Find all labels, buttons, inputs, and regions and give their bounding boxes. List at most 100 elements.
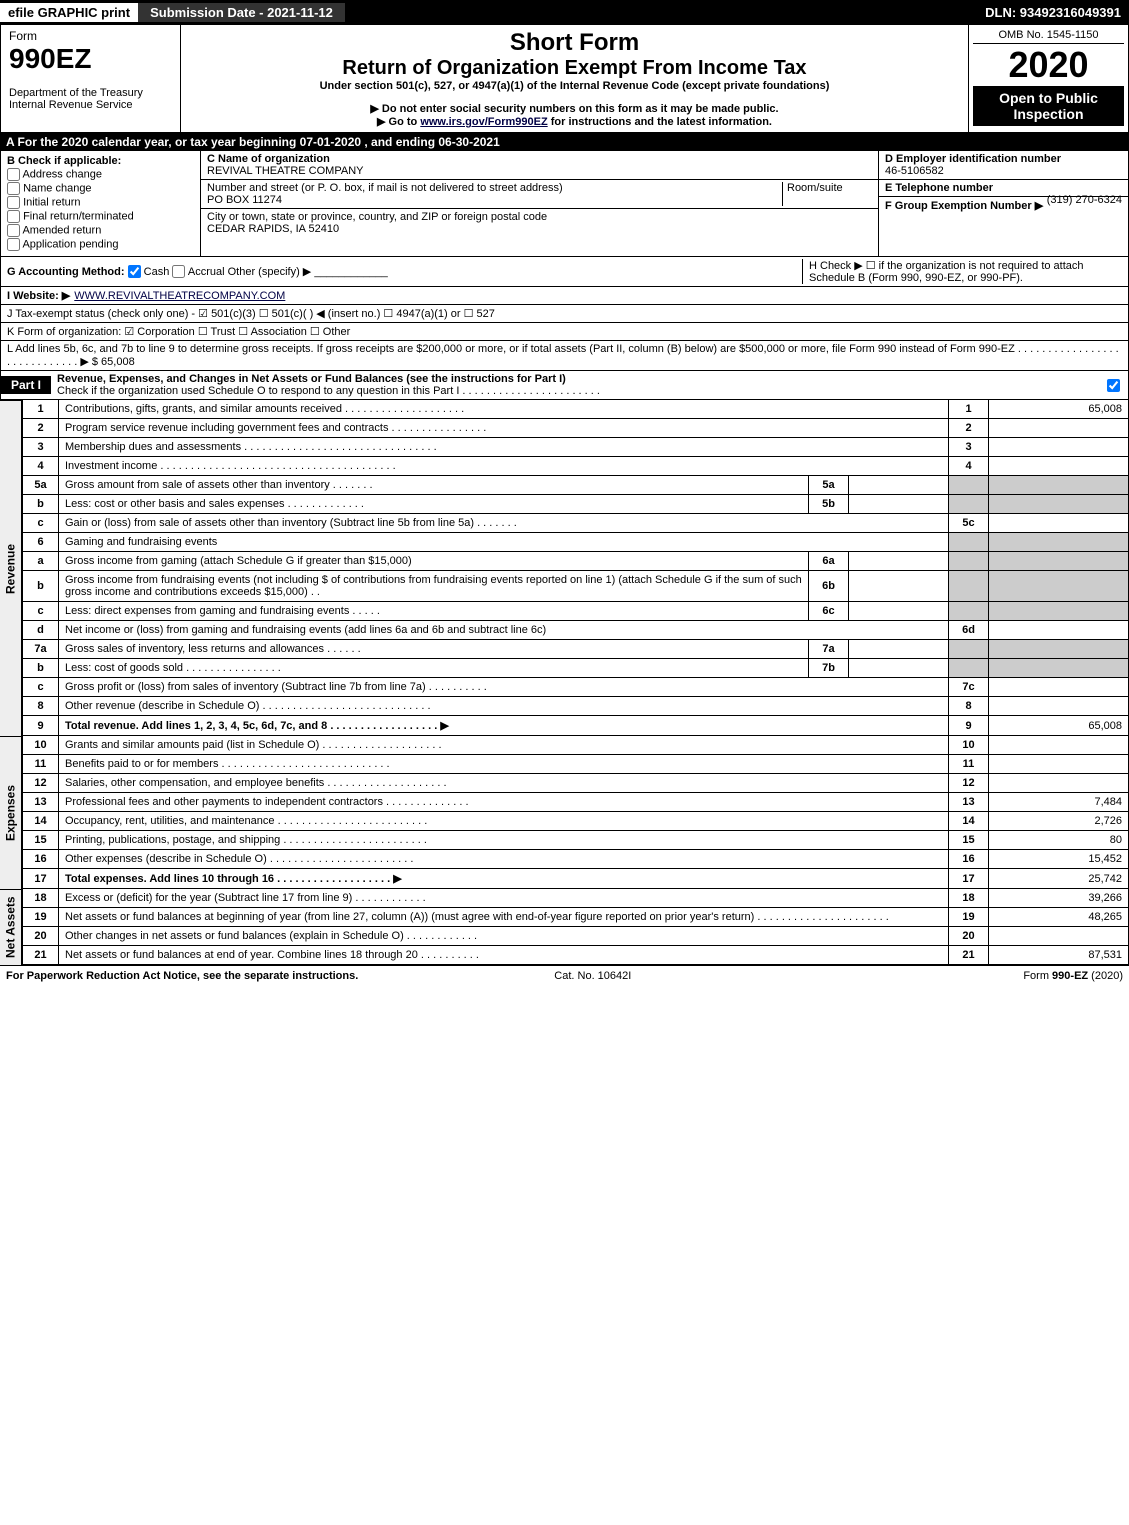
box-e-label: E Telephone number (885, 182, 993, 194)
row-k: K Form of organization: ☑ Corporation ☐ … (0, 323, 1129, 341)
irs-label: Internal Revenue Service (9, 99, 172, 111)
tax-year: 2020 (973, 44, 1124, 86)
phone-value: (319) 270-6324 (1047, 194, 1122, 206)
line-11: 11Benefits paid to or for members . . . … (23, 755, 1129, 774)
line-6a: aGross income from gaming (attach Schedu… (23, 552, 1129, 571)
part1-title: Revenue, Expenses, and Changes in Net As… (57, 373, 566, 385)
line-19: 19Net assets or fund balances at beginni… (23, 908, 1129, 927)
box-g-label: G Accounting Method: (7, 266, 125, 278)
box-b-label: B Check if applicable: (7, 155, 194, 167)
omb-number: OMB No. 1545-1150 (973, 29, 1124, 44)
check-accrual[interactable] (172, 265, 185, 278)
ssn-warning: ▶ Do not enter social security numbers o… (189, 102, 960, 115)
line-3: 3Membership dues and assessments . . . .… (23, 438, 1129, 457)
row-g-h: G Accounting Method: Cash Accrual Other … (0, 257, 1129, 287)
title-short-form: Short Form (189, 29, 960, 57)
submission-date-label: Submission Date - 2021-11-12 (138, 3, 345, 22)
line-6d: dNet income or (loss) from gaming and fu… (23, 621, 1129, 640)
part1-check-text: Check if the organization used Schedule … (57, 385, 600, 397)
line-8: 8Other revenue (describe in Schedule O) … (23, 697, 1129, 716)
addr-label: Number and street (or P. O. box, if mail… (207, 182, 563, 194)
subtitle: Under section 501(c), 527, or 4947(a)(1)… (189, 80, 960, 92)
line-13: 13Professional fees and other payments t… (23, 793, 1129, 812)
info-grid: B Check if applicable: Address change Na… (0, 151, 1129, 257)
box-b: B Check if applicable: Address change Na… (1, 151, 201, 256)
line-15: 15Printing, publications, postage, and s… (23, 831, 1129, 850)
goto-post: for instructions and the latest informat… (548, 116, 772, 128)
footer: For Paperwork Reduction Act Notice, see … (0, 965, 1129, 986)
title-return: Return of Organization Exempt From Incom… (189, 57, 960, 80)
form-header: Form 990EZ Department of the Treasury In… (0, 24, 1129, 133)
inspection-badge: Open to Public Inspection (973, 86, 1124, 126)
line-7c: cGross profit or (loss) from sales of in… (23, 678, 1129, 697)
line-18: 18Excess or (deficit) for the year (Subt… (23, 889, 1129, 908)
goto-pre: ▶ Go to (377, 116, 420, 128)
goto-line: ▶ Go to www.irs.gov/Form990EZ for instru… (189, 115, 960, 128)
check-cash[interactable] (128, 265, 141, 278)
goto-link[interactable]: www.irs.gov/Form990EZ (420, 116, 547, 128)
box-d-label: D Employer identification number (885, 153, 1061, 165)
boxes-def: D Employer identification number 46-5106… (878, 151, 1128, 256)
line-6: 6Gaming and fundraising events (23, 533, 1129, 552)
line-5c: cGain or (loss) from sale of assets othe… (23, 514, 1129, 533)
top-bar: efile GRAPHIC print Submission Date - 20… (0, 0, 1129, 24)
dln-label: DLN: 93492316049391 (977, 3, 1129, 22)
revenue-table: 1Contributions, gifts, grants, and simil… (22, 400, 1129, 736)
dept-label: Department of the Treasury (9, 87, 172, 99)
box-i-label: I Website: ▶ (7, 289, 70, 302)
ein-value: 46-5106582 (885, 165, 944, 177)
footer-left: For Paperwork Reduction Act Notice, see … (6, 970, 358, 982)
box-c: C Name of organization REVIVAL THEATRE C… (201, 151, 878, 256)
check-amended-return[interactable]: Amended return (7, 224, 194, 237)
revenue-section: Revenue 1Contributions, gifts, grants, a… (0, 400, 1129, 736)
org-address: PO BOX 11274 (207, 194, 282, 206)
section-a-period: A For the 2020 calendar year, or tax yea… (0, 133, 1129, 151)
footer-right: Form 990-EZ (2020) (1023, 970, 1123, 982)
line-2: 2Program service revenue including gover… (23, 419, 1129, 438)
line-1: 1Contributions, gifts, grants, and simil… (23, 400, 1129, 419)
efile-print-label[interactable]: efile GRAPHIC print (0, 3, 138, 22)
form-word: Form (9, 29, 172, 43)
box-h: H Check ▶ ☐ if the organization is not r… (802, 259, 1122, 284)
line-9: 9Total revenue. Add lines 1, 2, 3, 4, 5c… (23, 716, 1129, 736)
netassets-table: 18Excess or (deficit) for the year (Subt… (22, 889, 1129, 965)
row-i: I Website: ▶ WWW.REVIVALTHEATRECOMPANY.C… (0, 287, 1129, 305)
part1-badge: Part I (1, 376, 51, 394)
city-label: City or town, state or province, country… (207, 211, 547, 223)
org-city: CEDAR RAPIDS, IA 52410 (207, 223, 339, 235)
check-name-change[interactable]: Name change (7, 182, 194, 195)
line-20: 20Other changes in net assets or fund ba… (23, 927, 1129, 946)
line-16: 16Other expenses (describe in Schedule O… (23, 850, 1129, 869)
line-10: 10Grants and similar amounts paid (list … (23, 736, 1129, 755)
check-initial-return[interactable]: Initial return (7, 196, 194, 209)
line-17: 17Total expenses. Add lines 10 through 1… (23, 869, 1129, 889)
revenue-side-label: Revenue (0, 400, 22, 736)
box-c-label: C Name of organization (207, 153, 330, 165)
part1-schedule-o-check[interactable] (1107, 379, 1120, 392)
org-name: REVIVAL THEATRE COMPANY (207, 165, 363, 177)
netassets-section: Net Assets 18Excess or (deficit) for the… (0, 889, 1129, 965)
line-6c: cLess: direct expenses from gaming and f… (23, 602, 1129, 621)
footer-catno: Cat. No. 10642I (554, 970, 631, 982)
line-21: 21Net assets or fund balances at end of … (23, 946, 1129, 965)
room-suite-label: Room/suite (782, 182, 872, 206)
expenses-table: 10Grants and similar amounts paid (list … (22, 736, 1129, 889)
box-f-label: F Group Exemption Number ▶ (885, 200, 1043, 212)
check-final-return[interactable]: Final return/terminated (7, 210, 194, 223)
line-14: 14Occupancy, rent, utilities, and mainte… (23, 812, 1129, 831)
check-application-pending[interactable]: Application pending (7, 238, 194, 251)
line-7b: bLess: cost of goods sold . . . . . . . … (23, 659, 1129, 678)
line-7a: 7aGross sales of inventory, less returns… (23, 640, 1129, 659)
part1-header-row: Part I Revenue, Expenses, and Changes in… (0, 371, 1129, 400)
form-number: 990EZ (9, 43, 172, 75)
line-6b: bGross income from fundraising events (n… (23, 571, 1129, 602)
line-5a: 5aGross amount from sale of assets other… (23, 476, 1129, 495)
expenses-section: Expenses 10Grants and similar amounts pa… (0, 736, 1129, 889)
website-value[interactable]: WWW.REVIVALTHEATRECOMPANY.COM (74, 290, 285, 302)
line-5b: bLess: cost or other basis and sales exp… (23, 495, 1129, 514)
row-l: L Add lines 5b, 6c, and 7b to line 9 to … (0, 341, 1129, 371)
check-address-change[interactable]: Address change (7, 168, 194, 181)
netassets-side-label: Net Assets (0, 889, 22, 965)
line-4: 4Investment income . . . . . . . . . . .… (23, 457, 1129, 476)
expenses-side-label: Expenses (0, 736, 22, 889)
